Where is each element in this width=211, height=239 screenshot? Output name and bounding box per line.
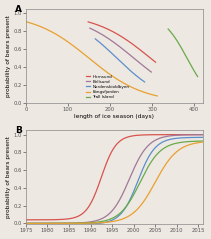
Line: Hornsund: Hornsund xyxy=(26,135,203,220)
Hornsund xyxy=(127,40,130,43)
Hornsund xyxy=(144,52,146,55)
Kongsfjorden xyxy=(156,95,158,98)
Bellsund xyxy=(126,51,129,54)
Bellsund xyxy=(140,63,143,66)
Bellsund xyxy=(25,222,27,225)
Trall Island xyxy=(25,222,27,225)
Nordenskioldbyen xyxy=(35,222,38,225)
Trall Island xyxy=(177,141,179,144)
Legend: Hornsund, Bellsund, Nordenskioldbyen, Kongsfjorden, Trall Island: Hornsund, Bellsund, Nordenskioldbyen, Ko… xyxy=(86,75,129,99)
Bellsund xyxy=(125,50,127,53)
Kongsfjorden xyxy=(132,212,134,214)
Nordenskioldbyen xyxy=(123,64,126,67)
Line: Kongsfjorden: Kongsfjorden xyxy=(27,22,157,96)
Trall Island xyxy=(185,55,187,58)
Kongsfjorden xyxy=(103,69,105,71)
Line: Kongsfjorden: Kongsfjorden xyxy=(26,142,203,223)
Hornsund xyxy=(87,21,90,23)
Nordenskioldbyen xyxy=(132,191,134,194)
Trall Island xyxy=(184,54,187,57)
Nordenskioldbyen xyxy=(25,222,27,225)
Bellsund xyxy=(177,134,179,137)
Nordenskioldbyen xyxy=(139,77,141,80)
Trall Island xyxy=(184,54,187,57)
Bellsund xyxy=(132,169,134,172)
Text: B: B xyxy=(15,126,22,136)
Hornsund xyxy=(127,39,129,42)
Bellsund xyxy=(159,137,161,140)
Nordenskioldbyen xyxy=(202,136,204,139)
Nordenskioldbyen xyxy=(94,38,97,40)
Nordenskioldbyen xyxy=(143,81,146,83)
Hornsund xyxy=(154,61,157,64)
Line: Nordenskioldbyen: Nordenskioldbyen xyxy=(95,39,145,82)
Kongsfjorden xyxy=(159,172,161,175)
Trall Island xyxy=(167,28,169,31)
Kongsfjorden xyxy=(105,71,108,73)
Kongsfjorden xyxy=(127,215,130,218)
Trall Island xyxy=(159,150,161,153)
Line: Nordenskioldbyen: Nordenskioldbyen xyxy=(26,137,203,223)
Kongsfjorden xyxy=(177,149,179,152)
Hornsund xyxy=(137,134,140,137)
Hornsund xyxy=(159,133,161,136)
Nordenskioldbyen xyxy=(136,75,138,78)
Line: Hornsund: Hornsund xyxy=(88,22,156,62)
Trall Island xyxy=(202,140,204,142)
Trall Island xyxy=(192,67,194,70)
Bellsund xyxy=(89,27,91,30)
Bellsund xyxy=(202,133,204,136)
Hornsund xyxy=(127,135,130,138)
Line: Trall Island: Trall Island xyxy=(26,141,203,223)
Bellsund xyxy=(137,158,140,161)
Kongsfjorden xyxy=(35,222,38,225)
Line: Trall Island: Trall Island xyxy=(168,29,198,76)
Kongsfjorden xyxy=(202,141,204,144)
Hornsund xyxy=(87,21,89,23)
Trall Island xyxy=(194,71,196,74)
Hornsund xyxy=(25,218,27,221)
Kongsfjorden xyxy=(137,206,140,209)
Line: Bellsund: Bellsund xyxy=(90,28,151,72)
X-axis label: length of ice season (days): length of ice season (days) xyxy=(74,114,154,119)
Kongsfjorden xyxy=(135,88,138,91)
Bellsund xyxy=(144,66,147,69)
Kongsfjorden xyxy=(25,222,27,225)
Trall Island xyxy=(127,202,130,205)
Kongsfjorden xyxy=(144,91,146,94)
Bellsund xyxy=(35,222,38,225)
Y-axis label: probability of bears present: probability of bears present xyxy=(5,15,11,97)
Hornsund xyxy=(148,56,150,59)
Trall Island xyxy=(137,184,140,187)
Bellsund xyxy=(125,51,128,54)
Bellsund xyxy=(89,27,91,30)
Trall Island xyxy=(35,222,38,225)
Kongsfjorden xyxy=(26,21,28,23)
Bellsund xyxy=(150,71,153,74)
Nordenskioldbyen xyxy=(137,178,140,181)
Nordenskioldbyen xyxy=(127,201,130,204)
Trall Island xyxy=(167,28,169,31)
Nordenskioldbyen xyxy=(177,137,179,140)
Nordenskioldbyen xyxy=(159,142,161,145)
Nordenskioldbyen xyxy=(94,38,97,40)
Nordenskioldbyen xyxy=(124,65,127,68)
Line: Bellsund: Bellsund xyxy=(26,135,203,223)
Text: A: A xyxy=(15,5,22,14)
Hornsund xyxy=(128,40,131,43)
Hornsund xyxy=(132,134,134,137)
Kongsfjorden xyxy=(26,21,28,23)
Y-axis label: probability of bears present: probability of bears present xyxy=(5,136,11,218)
Hornsund xyxy=(177,133,179,136)
Trall Island xyxy=(196,75,199,78)
Hornsund xyxy=(202,133,204,136)
Hornsund xyxy=(35,218,38,221)
Kongsfjorden xyxy=(103,69,106,72)
Trall Island xyxy=(132,194,134,197)
Nordenskioldbyen xyxy=(123,64,126,67)
Bellsund xyxy=(127,179,130,182)
